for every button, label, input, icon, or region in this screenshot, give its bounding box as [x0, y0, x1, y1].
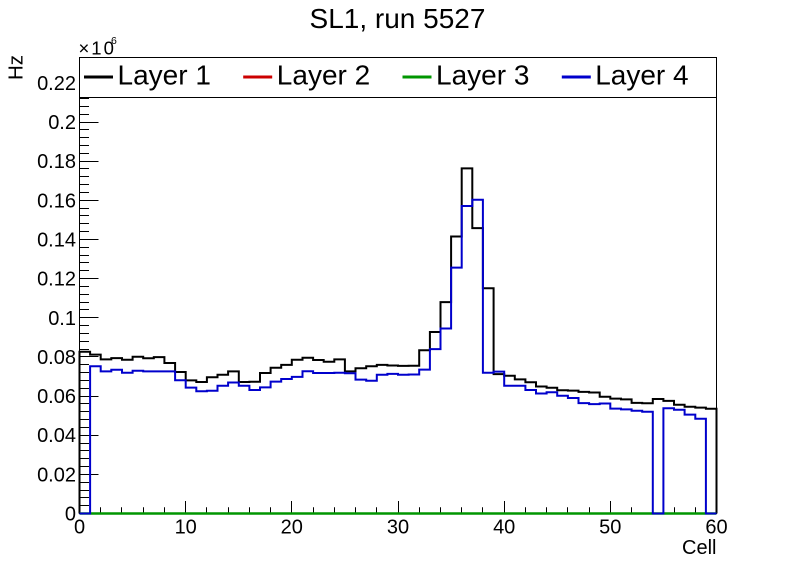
svg-text:Layer 2: Layer 2 [277, 60, 370, 91]
svg-text:0.12: 0.12 [37, 269, 76, 291]
svg-text:0.06: 0.06 [37, 386, 76, 408]
svg-text:0.1: 0.1 [48, 308, 76, 330]
svg-text:0.16: 0.16 [37, 190, 76, 212]
svg-text:0.14: 0.14 [37, 229, 76, 251]
svg-text:Cell: Cell [682, 537, 716, 559]
svg-text:40: 40 [493, 517, 515, 539]
svg-text:SL1, run 5527: SL1, run 5527 [310, 3, 486, 34]
svg-text:0.22: 0.22 [37, 73, 76, 95]
svg-text:0.04: 0.04 [37, 425, 76, 447]
svg-text:Layer 3: Layer 3 [436, 60, 529, 91]
svg-text:0.2: 0.2 [48, 112, 76, 134]
svg-text:30: 30 [387, 517, 409, 539]
svg-text:0: 0 [65, 504, 76, 526]
svg-text:20: 20 [281, 517, 303, 539]
svg-text:10: 10 [175, 517, 197, 539]
svg-text:0: 0 [74, 517, 85, 539]
svg-text:50: 50 [599, 517, 621, 539]
svg-text:60: 60 [705, 517, 727, 539]
svg-text:0.18: 0.18 [37, 151, 76, 173]
svg-text:Hz: Hz [5, 55, 28, 80]
svg-text:×10: ×10 [79, 38, 116, 59]
svg-text:Layer 4: Layer 4 [595, 60, 688, 91]
svg-text:0.02: 0.02 [37, 464, 76, 486]
svg-text:Layer 1: Layer 1 [118, 60, 211, 91]
svg-text:6: 6 [111, 35, 117, 47]
svg-text:0.08: 0.08 [37, 347, 76, 369]
